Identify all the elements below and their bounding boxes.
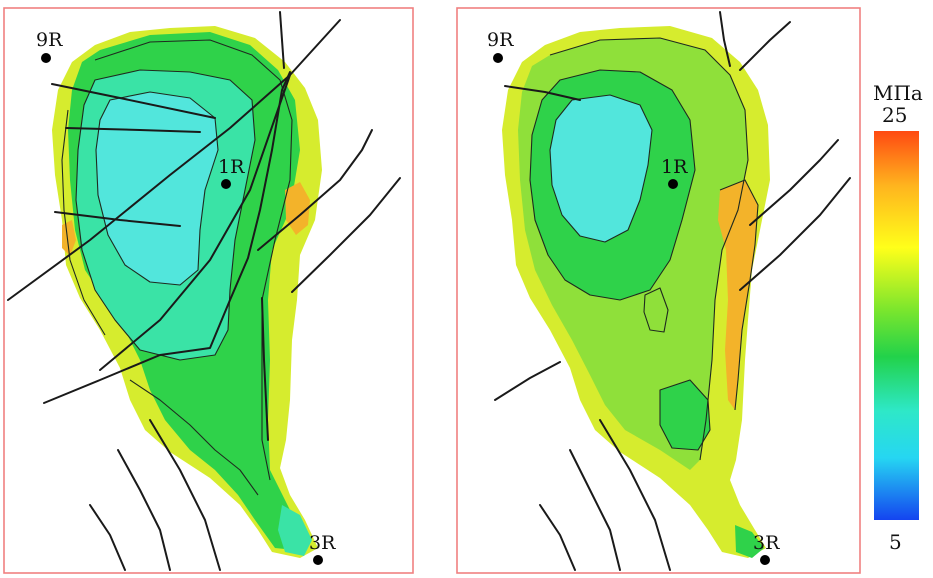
left-well-9R: 9R (36, 29, 63, 63)
left-fault-3 (54, 211, 181, 227)
well-marker-icon (221, 179, 231, 189)
right-fault-ne (739, 21, 791, 71)
left-fault-e3 (261, 297, 269, 441)
right-fault-sw1 (569, 449, 621, 571)
right-fault-sw0 (494, 361, 561, 401)
left-contour-lower (129, 379, 259, 496)
left-fault-3-long (43, 71, 291, 404)
left-teal-tail (278, 505, 312, 556)
right-panel-frame (456, 7, 861, 574)
left-well-1R: 1R (218, 156, 245, 189)
well-label: 3R (753, 532, 780, 554)
well-label: 1R (218, 156, 245, 178)
right-fault-e1 (749, 139, 839, 226)
well-marker-icon (41, 53, 51, 63)
right-fault-e2 (739, 177, 851, 291)
left-fault-s1 (149, 419, 221, 571)
left-fault-2 (65, 127, 201, 133)
legend-unit: МПа (873, 81, 923, 105)
left-map-panel: 9R 1R 3R (3, 7, 414, 574)
legend-max-label: 25 (882, 103, 907, 127)
right-fault-top (719, 11, 731, 67)
right-cyan-core (550, 95, 652, 242)
left-contour-cyan (95, 91, 219, 286)
right-contour-orange (719, 179, 759, 411)
right-fault-1 (504, 85, 581, 101)
left-orange-spot-small (62, 220, 76, 256)
left-fault-diag-2 (99, 74, 291, 371)
right-green-lobe-south (660, 380, 710, 450)
left-fault-diag-1 (7, 19, 341, 301)
left-contour-teal (75, 69, 256, 361)
right-contour-south (659, 379, 711, 451)
well-marker-icon (313, 555, 323, 565)
well-label: 1R (661, 156, 688, 178)
right-contour-oval (643, 287, 669, 333)
left-fault-1 (51, 83, 216, 119)
left-contour-west (61, 109, 106, 336)
right-map-panel: 9R 1R 3R (456, 7, 861, 574)
well-marker-icon (668, 179, 678, 189)
left-panel-frame (3, 7, 414, 574)
well-marker-icon (493, 53, 503, 63)
left-fault-e2 (291, 177, 401, 293)
right-well-1R: 1R (661, 156, 688, 189)
well-label: 9R (487, 29, 514, 51)
right-contour-green (529, 69, 696, 301)
right-fault-sw2 (539, 504, 576, 571)
right-green-tail (735, 525, 764, 558)
right-well-9R: 9R (487, 29, 514, 63)
left-fault-sw1 (117, 449, 171, 571)
left-well-3R: 3R (309, 532, 336, 565)
color-legend: МПа 25 5 (873, 81, 923, 554)
well-label: 3R (309, 532, 336, 554)
left-contour-outer (94, 39, 293, 481)
right-contour-cyan (549, 94, 653, 243)
well-marker-icon (760, 555, 770, 565)
right-fault-s1 (599, 419, 671, 571)
right-orange-band (718, 180, 758, 410)
right-contour-lightgreen (549, 37, 749, 461)
legend-color-bar (874, 131, 919, 520)
right-well-3R: 3R (753, 532, 780, 565)
well-label: 9R (36, 29, 63, 51)
left-cyan-core (96, 92, 218, 285)
left-fault-e1 (257, 129, 373, 251)
left-fault-sw2 (89, 504, 126, 571)
left-fault-top (279, 11, 285, 69)
legend-min-label: 5 (889, 530, 902, 554)
